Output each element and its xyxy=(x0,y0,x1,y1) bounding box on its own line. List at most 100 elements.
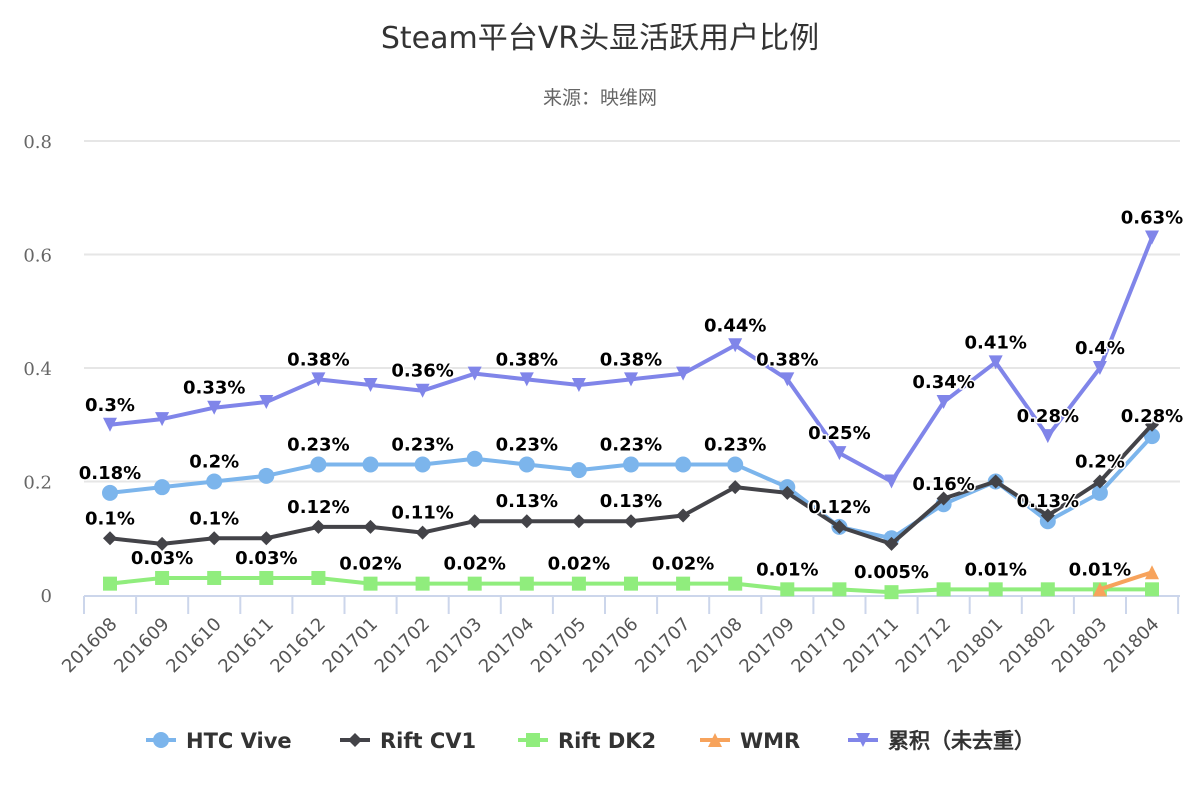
data-point[interactable] xyxy=(676,366,691,381)
data-point[interactable] xyxy=(936,582,951,597)
data-point[interactable] xyxy=(103,417,117,432)
data-point[interactable] xyxy=(1040,582,1055,597)
legend-item[interactable]: Rift CV1 xyxy=(340,729,476,753)
data-label: 0.005% xyxy=(854,562,929,583)
data-point[interactable] xyxy=(1092,474,1107,489)
data-point[interactable] xyxy=(467,514,482,529)
data-point[interactable] xyxy=(624,372,638,387)
data-point[interactable] xyxy=(1145,417,1159,432)
data-point[interactable] xyxy=(207,531,222,546)
data-point[interactable] xyxy=(207,570,222,585)
data-point[interactable] xyxy=(884,536,899,551)
data-point[interactable] xyxy=(311,519,326,534)
data-point[interactable] xyxy=(311,570,326,585)
data-point[interactable] xyxy=(518,456,535,473)
data-point[interactable] xyxy=(519,372,534,387)
data-point[interactable] xyxy=(207,400,222,415)
data-point[interactable] xyxy=(415,576,430,591)
data-point[interactable] xyxy=(103,576,117,591)
data-point[interactable] xyxy=(936,395,951,410)
data-point[interactable] xyxy=(155,570,170,585)
x-tick-label: 201709 xyxy=(735,614,798,677)
data-point[interactable] xyxy=(310,456,327,473)
data-point[interactable] xyxy=(832,446,847,461)
data-point[interactable] xyxy=(675,456,692,473)
data-point[interactable] xyxy=(780,582,795,597)
data-label: 0.02% xyxy=(443,554,505,575)
data-point[interactable] xyxy=(832,519,847,534)
data-point[interactable] xyxy=(988,355,1003,370)
data-point[interactable] xyxy=(728,338,743,353)
grid-lines xyxy=(84,140,1180,483)
legend-item[interactable]: HTC Vive xyxy=(146,729,292,753)
data-point[interactable] xyxy=(884,474,899,489)
data-point[interactable] xyxy=(415,525,430,540)
data-point[interactable] xyxy=(362,456,379,473)
data-point[interactable] xyxy=(728,576,743,591)
series-wmr xyxy=(1092,565,1159,597)
data-point[interactable] xyxy=(571,576,586,591)
legend-item[interactable]: WMR xyxy=(700,729,800,753)
data-point[interactable] xyxy=(155,536,170,551)
data-point[interactable] xyxy=(414,456,431,473)
data-point[interactable] xyxy=(1091,484,1108,501)
data-point[interactable] xyxy=(102,484,118,501)
data-point[interactable] xyxy=(467,576,482,591)
data-point[interactable] xyxy=(571,378,586,393)
x-tick-label: 201701 xyxy=(319,614,382,677)
data-point[interactable] xyxy=(623,456,639,473)
data-point[interactable] xyxy=(624,576,638,591)
x-tick-label: 201608 xyxy=(58,614,121,677)
data-point[interactable] xyxy=(1040,508,1055,523)
data-point[interactable] xyxy=(519,514,534,529)
data-point[interactable] xyxy=(363,519,378,534)
data-point[interactable] xyxy=(311,372,326,387)
data-point[interactable] xyxy=(155,412,170,427)
data-point[interactable] xyxy=(415,383,430,398)
data-point[interactable] xyxy=(727,456,744,473)
data-point[interactable] xyxy=(1092,361,1107,375)
legend-label: Rift DK2 xyxy=(558,729,656,753)
data-point[interactable] xyxy=(1145,582,1159,597)
data-point[interactable] xyxy=(1040,429,1055,444)
data-point[interactable] xyxy=(1092,582,1107,597)
data-point[interactable] xyxy=(571,514,586,529)
data-point[interactable] xyxy=(988,474,1003,489)
data-point[interactable] xyxy=(259,570,274,585)
data-point[interactable] xyxy=(519,576,534,591)
data-point[interactable] xyxy=(258,467,275,484)
legend-item[interactable]: Rift DK2 xyxy=(518,729,656,753)
data-label: 0.23% xyxy=(496,434,558,455)
data-point[interactable] xyxy=(988,582,1003,597)
data-point[interactable] xyxy=(467,366,482,381)
data-point[interactable] xyxy=(363,576,378,591)
data-label: 0.36% xyxy=(391,361,453,382)
data-point[interactable] xyxy=(1144,428,1160,445)
data-point[interactable] xyxy=(363,378,378,393)
data-point[interactable] xyxy=(832,582,847,597)
data-point[interactable] xyxy=(676,576,691,591)
data-point[interactable] xyxy=(780,485,795,500)
data-point[interactable] xyxy=(206,473,223,490)
data-point[interactable] xyxy=(1145,565,1159,580)
data-point[interactable] xyxy=(259,531,274,546)
series-rift-dk2 xyxy=(103,570,1159,600)
data-point[interactable] xyxy=(936,491,951,506)
data-point[interactable] xyxy=(624,514,638,529)
data-point[interactable] xyxy=(570,462,587,479)
data-label: 0.23% xyxy=(600,434,662,455)
data-label: 0.44% xyxy=(704,315,766,336)
legend-symbol-icon xyxy=(153,732,169,748)
data-label: 0.01% xyxy=(756,559,818,580)
data-point[interactable] xyxy=(728,480,743,495)
data-point[interactable] xyxy=(884,585,899,600)
data-point[interactable] xyxy=(259,395,274,410)
data-point[interactable] xyxy=(1145,230,1159,245)
data-point[interactable] xyxy=(154,479,171,496)
data-point[interactable] xyxy=(466,450,483,467)
x-tick-label: 201609 xyxy=(110,614,173,677)
data-point[interactable] xyxy=(780,372,795,387)
data-point[interactable] xyxy=(103,531,117,546)
data-point[interactable] xyxy=(676,508,691,523)
legend-item[interactable]: 累积（未去重） xyxy=(848,729,1035,753)
